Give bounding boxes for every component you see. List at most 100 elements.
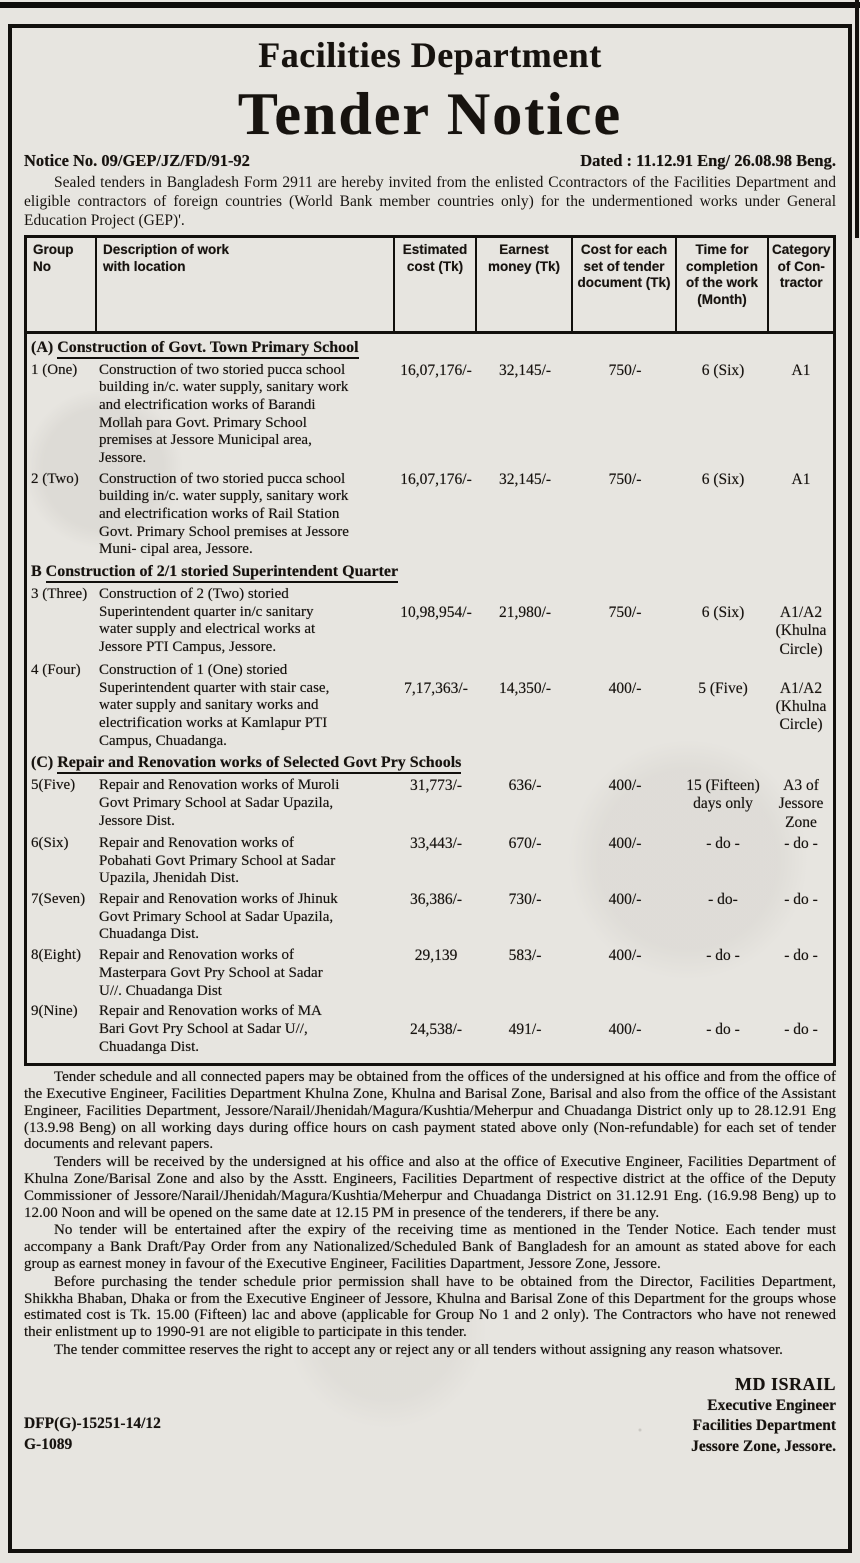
table-row: 8(Eight) Repair and Renovation works of M…: [27, 946, 833, 1001]
section-heading: (A) Construction of Govt. Town Primary S…: [27, 336, 833, 360]
table-row: 1 (One) Construction of two storied pucca…: [27, 361, 833, 469]
tender-table: Group No Description of work with locati…: [24, 234, 836, 1067]
cell-document-cost: 400/-: [608, 947, 642, 965]
section-title: Construction of Govt. Town Primary Schoo…: [57, 338, 359, 359]
cell-contractor-category: - do -: [784, 947, 818, 965]
reference-code-2: G-1089: [24, 1435, 73, 1453]
table-row: 4 (Four) Construction of 1 (One) storied …: [27, 661, 833, 751]
cell-document-cost: 750/-: [608, 361, 642, 379]
body-paragraph-4: Before purchasing the tender schedule pr…: [24, 1273, 836, 1341]
cell-contractor-category: A1/A2 (Khulna Circle): [775, 679, 827, 734]
cell-earnest-money: 583/-: [508, 947, 542, 965]
cell-earnest-money: 14,350/-: [498, 679, 552, 697]
cell-estimated-cost: 31,773/-: [409, 777, 463, 795]
table-header-row: Group No Description of work with locati…: [27, 237, 833, 334]
section-heading: B Construction of 2/1 storied Superinten…: [27, 560, 833, 584]
cell-group-no: 1 (One): [31, 361, 78, 378]
cell-group-no: 8(Eight): [31, 947, 81, 964]
header-earnest-money: Earnest money (Tk): [477, 237, 573, 331]
cell-estimated-cost: 16,07,176/-: [400, 470, 472, 488]
document-border-box: Facilities Department Tender Notice Noti…: [8, 24, 852, 1553]
body-paragraph-3: No tender will be entertained after the …: [24, 1222, 836, 1273]
scan-artifact: [855, 0, 859, 238]
header-completion-time: Time for completion of the work (Month): [677, 237, 769, 331]
cell-group-no: 4 (Four): [31, 661, 81, 678]
signatory-role-1: Executive Engineer: [707, 1397, 836, 1415]
cell-completion-time: - do -: [706, 947, 740, 965]
cell-document-cost: 400/-: [608, 891, 642, 909]
cell-document-cost: 400/-: [608, 679, 642, 697]
cell-estimated-cost: 36,386/-: [409, 891, 463, 909]
cell-description: Repair and Renovation works of Muroli Go…: [99, 777, 340, 829]
header-description: Description of work with location: [97, 237, 395, 331]
signatory-name: MD ISRAIL: [734, 1373, 836, 1394]
section-prefix: B: [31, 563, 46, 581]
cell-contractor-category: - do -: [784, 835, 818, 853]
cell-document-cost: 750/-: [608, 604, 642, 622]
section-title: Construction of 2/1 storied Superintende…: [45, 563, 399, 584]
cell-completion-time: 5 (Five): [698, 679, 748, 697]
header-group-no: Group No: [27, 237, 97, 331]
body-paragraph-5: The tender committee reserves the right …: [54, 1342, 783, 1359]
cell-description: Repair and Renovation works of Jhinuk Go…: [99, 891, 338, 943]
cell-group-no: 9(Nine): [31, 1003, 78, 1020]
section-heading: (C) Repair and Renovation works of Selec…: [27, 751, 833, 775]
cell-estimated-cost: 10,98,954/-: [400, 604, 472, 622]
cell-earnest-money: 636/-: [508, 777, 542, 795]
cell-document-cost: 400/-: [608, 1021, 642, 1039]
cell-completion-time: - do-: [708, 891, 738, 909]
cell-description: Repair and Renovation works of Masterpar…: [99, 947, 323, 999]
cell-earnest-money: 670/-: [508, 835, 542, 853]
intro-paragraph: Sealed tenders in Bangladesh Form 2911 a…: [24, 174, 836, 229]
table-row: 3 (Three) Construction of 2 (Two) storied…: [27, 585, 833, 660]
section-prefix: (C): [31, 754, 58, 772]
cell-document-cost: 750/-: [608, 470, 642, 488]
cell-completion-time: 15 (Fifteen) days only: [686, 777, 760, 813]
cell-contractor-category: A1/A2 (Khulna Circle): [775, 604, 827, 658]
table-row: 6(Six) Repair and Renovation works of Pob…: [27, 834, 833, 889]
section-prefix: (A): [31, 338, 58, 356]
cell-description: Construction of 2 (Two) storied Superint…: [99, 586, 316, 656]
table-row: 5(Five) Repair and Renovation works of Mu…: [27, 776, 833, 833]
cell-group-no: 5(Five): [31, 777, 76, 794]
cell-estimated-cost: 7,17,363/-: [404, 679, 468, 697]
cell-completion-time: - do -: [706, 835, 740, 853]
cell-document-cost: 400/-: [608, 835, 642, 853]
cell-earnest-money: 32,145/-: [498, 470, 552, 488]
signatory-role-3: Jessore Zone, Jessore.: [691, 1437, 836, 1455]
cell-completion-time: 6 (Six): [701, 604, 745, 622]
cell-completion-time: - do -: [706, 1021, 740, 1039]
cell-earnest-money: 32,145/-: [498, 361, 552, 379]
cell-group-no: 7(Seven): [31, 891, 86, 908]
terms-section: Tender schedule and all connected papers…: [24, 1069, 836, 1359]
cell-estimated-cost: 33,443/-: [409, 835, 463, 853]
section-title: Repair and Renovation works of Selected …: [57, 754, 462, 775]
cell-estimated-cost: 24,538/-: [409, 1021, 463, 1039]
cell-contractor-category: A1: [791, 361, 811, 379]
table-row: 7(Seven) Repair and Renovation works of J…: [27, 890, 833, 945]
cell-description: Repair and Renovation works of MA Bari G…: [99, 1003, 322, 1055]
cell-contractor-category: A1: [791, 470, 811, 488]
page-title: Tender Notice: [237, 81, 623, 147]
cell-group-no: 2 (Two): [31, 470, 79, 487]
cell-contractor-category: - do -: [784, 891, 818, 909]
cell-group-no: 6(Six): [31, 835, 69, 852]
cell-group-no: 3 (Three): [31, 586, 88, 603]
signature-block: MD ISRAIL Executive Engineer Facilities …: [691, 1373, 836, 1457]
signatory-role-2: Facilities Department: [692, 1417, 836, 1435]
cell-document-cost: 400/-: [608, 777, 642, 795]
body-paragraph-2: Tenders will be received by the undersig…: [24, 1154, 836, 1221]
notice-date: Dated : 11.12.91 Eng/ 26.08.98 Beng.: [580, 151, 836, 170]
header-estimated-cost: Estimated cost (Tk): [395, 237, 477, 331]
cell-description: Construction of two storied pucca school…: [99, 361, 349, 467]
cell-completion-time: 6 (Six): [701, 470, 745, 488]
cell-description: Repair and Renovation works of Pobahati …: [99, 835, 336, 887]
cell-earnest-money: 491/-: [508, 1021, 542, 1039]
cell-estimated-cost: 29,139: [414, 947, 458, 965]
department-title: Facilities Department: [258, 35, 602, 75]
scan-top-border: [0, 2, 860, 8]
cell-estimated-cost: 16,07,176/-: [400, 361, 472, 379]
table-row: 9(Nine) Repair and Renovation works of MA…: [27, 1002, 833, 1057]
notice-number: Notice No. 09/GEP/JZ/FD/91-92: [24, 151, 250, 170]
